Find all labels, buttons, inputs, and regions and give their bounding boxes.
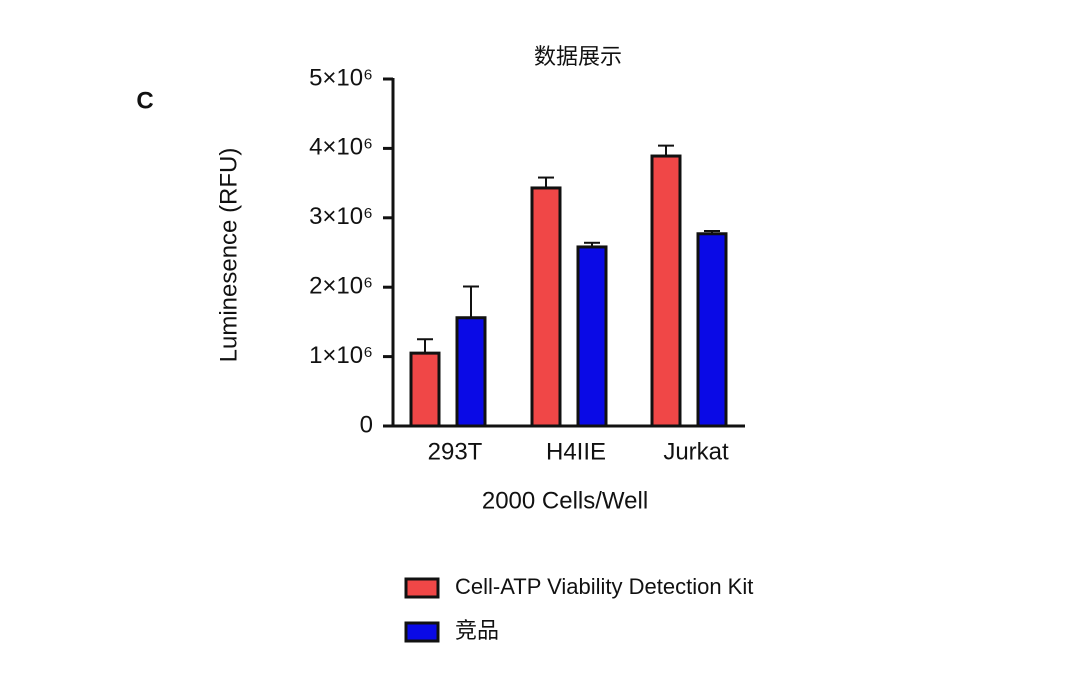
y-tick-label: 1×10⁶: [309, 342, 373, 369]
bar: [409, 351, 441, 428]
x-tick-label: Jurkat: [663, 438, 729, 465]
y-tick-label: 0: [360, 411, 373, 438]
bar: [576, 245, 608, 428]
bar: [696, 232, 728, 428]
x-tick-label: H4IIE: [546, 438, 606, 465]
y-tick-label: 5×10⁶: [309, 64, 373, 91]
x-axis-label: 2000 Cells/Well: [482, 487, 648, 514]
bar: [650, 154, 682, 428]
y-tick-label: 4×10⁶: [309, 134, 373, 161]
bar: [530, 186, 562, 428]
panel-label: C: [136, 87, 153, 114]
y-tick-label: 3×10⁶: [309, 203, 373, 230]
legend-label: Cell-ATP Viability Detection Kit: [455, 574, 753, 599]
legend-swatch: [404, 621, 440, 643]
y-tick-label: 2×10⁶: [309, 273, 373, 300]
legend-label: 竞品: [455, 618, 499, 643]
y-axis-label: Luminesence (RFU): [215, 148, 242, 363]
chart-title: 数据展示: [534, 44, 622, 69]
bar: [455, 316, 487, 428]
legend-swatch: [404, 577, 440, 599]
x-tick-label: 293T: [428, 438, 483, 465]
